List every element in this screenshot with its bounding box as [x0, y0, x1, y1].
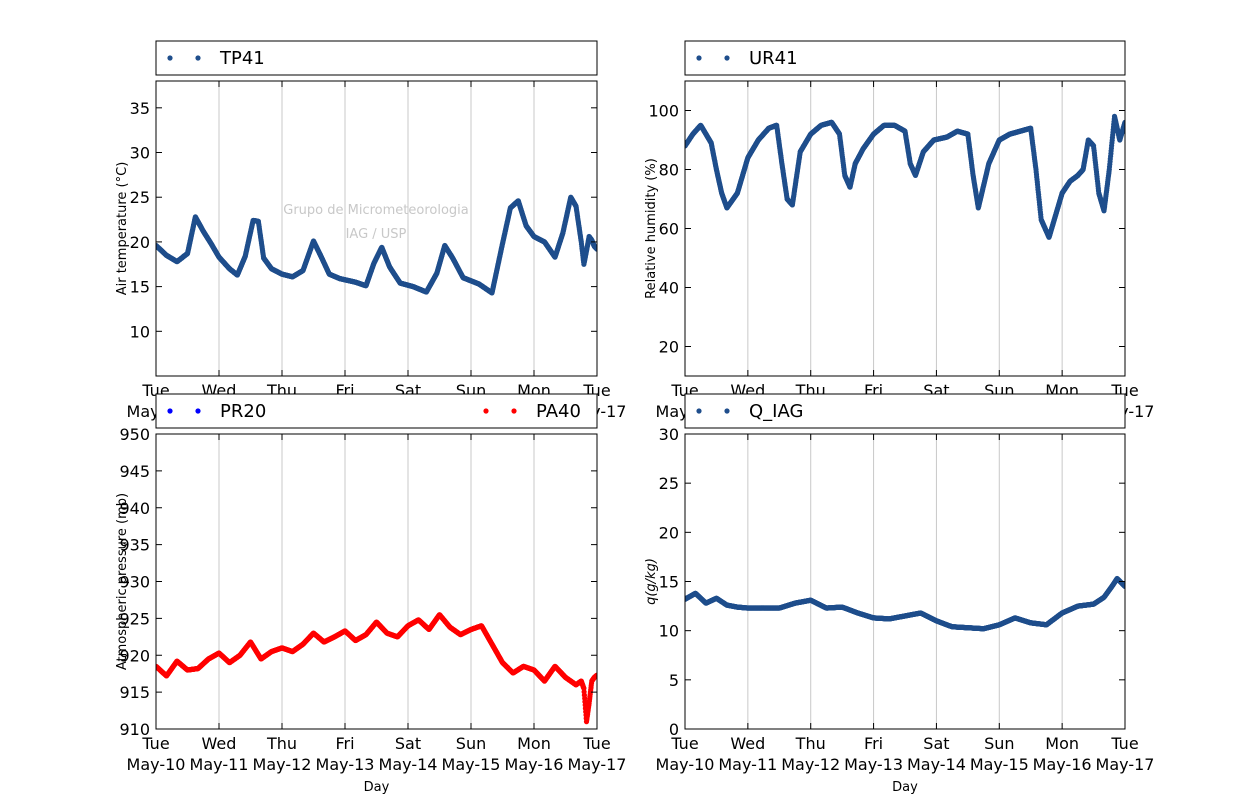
- y-tick-label: 60: [659, 220, 679, 239]
- legend-marker: [167, 55, 173, 61]
- data-points: [156, 612, 597, 725]
- legend-marker: [195, 55, 201, 61]
- legend-label: TP41: [219, 48, 265, 69]
- data-point: [1122, 119, 1125, 125]
- data-points: [156, 194, 597, 296]
- legend-box: [684, 40, 1126, 76]
- y-tick-label: 20: [130, 233, 150, 252]
- legend-marker: [724, 55, 730, 61]
- data-points: [685, 113, 1125, 240]
- legend: UR41: [684, 40, 1126, 76]
- legend-marker: [696, 55, 702, 61]
- plot-area: [684, 80, 1126, 377]
- y-tick-label: 15: [130, 278, 150, 297]
- y-tick-label: 10: [130, 322, 150, 341]
- y-tick-label: 40: [659, 279, 679, 298]
- y-tick-label: 35: [130, 99, 150, 118]
- y-axis-title: Relative humidity (%): [644, 158, 659, 299]
- humidity-chart-panel: 20406080100TueMay-10WedMay-11ThuMay-12Fr…: [644, 40, 1154, 421]
- legend-box: [155, 40, 598, 76]
- y-axis-title: Air temperature (°C): [115, 162, 130, 296]
- data-point: [594, 246, 597, 252]
- y-tick-label: 25: [130, 188, 150, 207]
- y-tick-label: 20: [659, 338, 679, 357]
- legend-label: UR41: [749, 48, 798, 69]
- plot-area: [155, 80, 598, 377]
- y-tick-label: 30: [130, 144, 150, 163]
- legend: TP41: [155, 40, 598, 76]
- pressure-chart-panel: 910915920925930935940945950TueMay-10WedM…: [115, 393, 626, 795]
- y-tick-label: 80: [659, 161, 679, 180]
- y-tick-label: 100: [648, 102, 679, 121]
